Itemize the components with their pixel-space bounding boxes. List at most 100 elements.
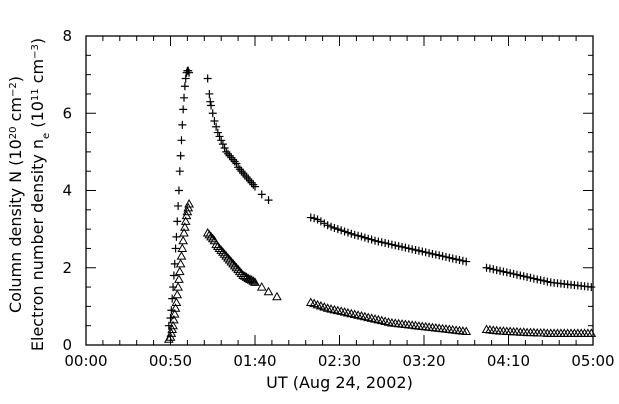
triangle-marker (174, 274, 184, 283)
plus-marker (173, 217, 182, 226)
plus-marker (212, 122, 221, 131)
triangle-marker (248, 276, 259, 285)
triangle-marker (272, 291, 282, 301)
plus-marker (222, 147, 231, 156)
plus-marker (240, 171, 249, 180)
triangle-marker (180, 222, 190, 231)
triangle-marker (231, 262, 242, 272)
triangle-marker (216, 245, 227, 254)
plus-marker (519, 272, 528, 281)
plot-frame (85, 35, 594, 346)
plus-marker (354, 231, 363, 240)
triangle-marker (174, 266, 185, 276)
triangle-marker (229, 260, 240, 270)
triangle-marker (239, 271, 250, 280)
plus-marker (208, 109, 217, 118)
y-axis-title-part: Column density N (10 (6, 139, 25, 313)
plus-marker (168, 294, 177, 303)
plus-marker (264, 196, 273, 205)
triangle-marker (211, 239, 221, 249)
plus-marker (502, 268, 511, 277)
plus-marker (171, 244, 180, 253)
y-axis-title-part: −2 (8, 82, 19, 97)
y-axis-title-part: cm (28, 59, 47, 88)
triangle-marker (175, 258, 186, 268)
plus-marker (587, 283, 596, 292)
plus-marker (237, 167, 246, 176)
y-tick-label: 8 (62, 27, 72, 45)
plus-marker (179, 105, 188, 114)
triangle-marker (170, 303, 181, 312)
y-axis-title-part: ) (28, 38, 47, 44)
plus-marker (452, 255, 461, 264)
plus-marker (506, 269, 515, 278)
plus-marker (180, 93, 189, 102)
plus-marker (251, 182, 259, 191)
triangle-marker (171, 297, 182, 307)
plus-marker (235, 165, 244, 174)
plus-marker (357, 232, 366, 241)
triangle-marker (226, 256, 237, 266)
plus-marker (172, 232, 181, 241)
plus-marker (244, 174, 253, 183)
triangle-marker (233, 264, 243, 274)
triangle-marker (263, 286, 274, 296)
x-tick-label: 02:30 (318, 352, 361, 370)
plus-marker (184, 66, 193, 75)
plus-marker (205, 89, 214, 98)
x-tick-label: 04:10 (487, 352, 530, 370)
plus-marker (394, 242, 403, 251)
plus-marker (370, 236, 379, 245)
plus-marker (257, 190, 266, 199)
triangle-marker (168, 320, 178, 330)
plus-marker (492, 266, 501, 275)
plus-marker (213, 128, 222, 137)
x-tick-label: 00:00 (64, 352, 107, 370)
plus-marker (176, 151, 185, 160)
plus-marker (377, 238, 386, 247)
triangle-marker (223, 253, 233, 262)
x-tick-label: 05:00 (571, 352, 614, 370)
triangle-marker (172, 289, 183, 299)
x-tick-label: 01:40 (233, 352, 276, 370)
triangle-marker (305, 297, 316, 307)
plus-marker (316, 217, 325, 226)
plus-marker (169, 271, 178, 280)
plus-marker (529, 274, 538, 283)
plus-marker (229, 155, 238, 164)
triangle-marker (178, 235, 189, 245)
plus-marker (206, 97, 215, 106)
plus-marker (516, 271, 525, 280)
x-axis-ticks (85, 36, 594, 345)
plus-marker (360, 233, 369, 242)
y-axis-title-part: Electron number density n (28, 139, 47, 351)
triangle-marker (228, 258, 238, 268)
plus-marker (425, 249, 434, 258)
plus-marker (210, 116, 219, 125)
data-series (163, 66, 597, 343)
y-axis-title-part: 11 (30, 88, 41, 101)
plus-marker (178, 120, 187, 129)
plus-marker (448, 254, 457, 263)
triangle-marker (169, 309, 180, 318)
plus-marker (310, 214, 319, 223)
plus-marker (384, 239, 393, 248)
plus-marker (234, 163, 243, 172)
plus-marker (499, 267, 508, 276)
triangle-marker (176, 251, 187, 260)
plus-marker (337, 226, 346, 235)
plus-marker (175, 167, 184, 176)
triangle-marker (184, 199, 194, 208)
triangle-marker (173, 282, 183, 291)
plus-marker (411, 245, 420, 254)
triangle-marker (221, 251, 232, 260)
plus-marker (327, 222, 336, 231)
plus-marker (374, 237, 383, 246)
triangle-marker (219, 249, 230, 258)
triangle-marker (169, 314, 179, 324)
plus-marker (323, 221, 332, 230)
plus-marker (185, 68, 194, 77)
series-electron-density (163, 199, 597, 343)
plus-marker (313, 215, 322, 224)
